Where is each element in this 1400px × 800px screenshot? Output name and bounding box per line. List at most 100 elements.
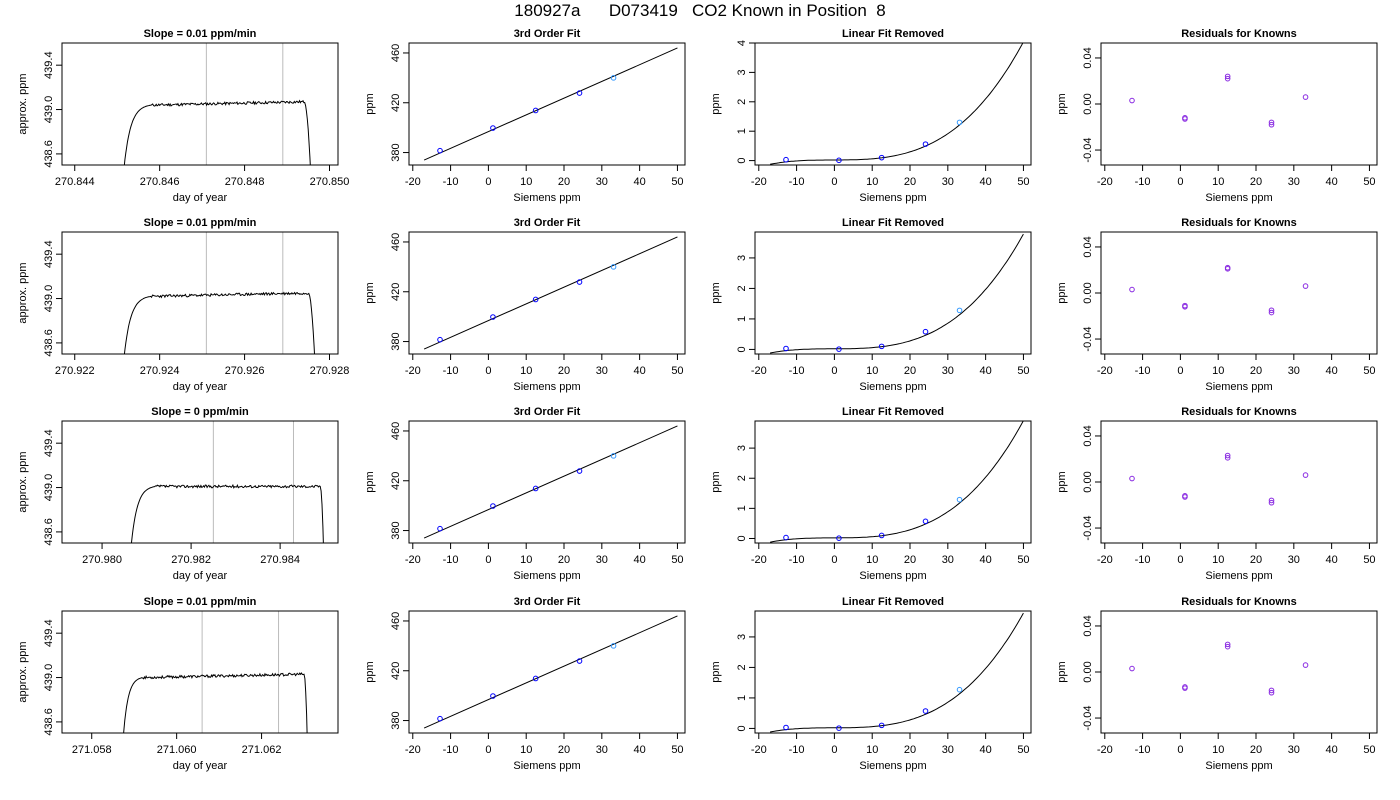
x-axis-label: Siemens ppm xyxy=(1205,570,1272,582)
y-axis-label: ppm xyxy=(710,471,722,492)
y-tick-label: 439.0 xyxy=(43,96,55,124)
y-tick-label: 380 xyxy=(390,711,402,729)
x-tick-label: 50 xyxy=(1017,744,1029,756)
y-tick-label: 438.6 xyxy=(43,708,55,736)
x-tick-label: 40 xyxy=(634,554,646,566)
x-tick-label: 10 xyxy=(866,365,878,377)
x-tick-label: 270.922 xyxy=(55,365,95,377)
y-tick-label: 0.04 xyxy=(1082,615,1094,636)
data-point xyxy=(956,119,963,126)
concentration-trace xyxy=(123,291,315,354)
x-tick-label: 270.982 xyxy=(171,554,211,566)
data-point xyxy=(783,156,789,163)
x-tick-label: -20 xyxy=(751,554,767,566)
x-tick-label: -20 xyxy=(405,176,421,188)
data-point xyxy=(490,125,496,131)
panel-title: Slope = 0.01 ppm/min xyxy=(144,596,257,608)
data-point xyxy=(610,643,617,649)
plot-area xyxy=(123,611,308,733)
data-point xyxy=(878,722,885,729)
plot-frame xyxy=(408,610,686,734)
y-tick-label: 1 xyxy=(736,695,748,701)
x-tick-label: -20 xyxy=(751,176,767,188)
panel-r2-timeseries: Slope = 0.01 ppm/min 270.922 270.924 270.92… xyxy=(17,217,349,393)
y-tick-label: 460 xyxy=(390,612,402,630)
x-tick-label: 30 xyxy=(942,365,954,377)
x-tick-label: 40 xyxy=(980,744,992,756)
x-axis-label: Siemens ppm xyxy=(1205,192,1272,204)
x-tick-label: 0 xyxy=(831,176,837,188)
y-tick-label: 420 xyxy=(390,94,402,112)
x-tick-label: 0 xyxy=(1177,176,1183,188)
x-tick-label: -20 xyxy=(751,365,767,377)
y-tick-label: 438.6 xyxy=(43,518,55,546)
x-tick-label: -10 xyxy=(789,554,805,566)
data-point xyxy=(1224,73,1231,80)
panel-title: Residuals for Knowns xyxy=(1181,28,1297,40)
x-axis-label: Siemens ppm xyxy=(859,760,926,772)
panel-title: Linear Fit Removed xyxy=(842,28,944,40)
data-point xyxy=(1224,75,1231,82)
x-tick-label: 10 xyxy=(866,554,878,566)
panel-r1-linfit: Linear Fit Removed -20 -10 0 10 20 30 40 50 0 1 2 3 4… xyxy=(710,28,1032,204)
data-point xyxy=(1224,643,1231,650)
x-tick-label: 50 xyxy=(1363,744,1375,756)
run-id: 180927a xyxy=(514,1,581,20)
panel-r3-timeseries: Slope = 0 ppm/min 270.980 270.982 270.984 43… xyxy=(17,406,339,582)
panel-title: Slope = 0.01 ppm/min xyxy=(144,217,257,229)
residual-curve xyxy=(770,233,1024,354)
y-tick-label: 420 xyxy=(390,283,402,301)
x-tick-label: 0 xyxy=(485,554,491,566)
y-tick-label: 460 xyxy=(390,422,402,440)
plot-frame xyxy=(754,420,1032,544)
x-axis-label: Siemens ppm xyxy=(859,570,926,582)
plot-frame xyxy=(61,610,339,734)
data-point xyxy=(922,518,929,525)
y-tick-label: 2 xyxy=(736,99,748,105)
y-axis-label: ppm xyxy=(364,93,376,114)
y-tick-label: 0.00 xyxy=(1082,93,1094,114)
panel-r4-resid: Residuals for Knowns -20 -10 0 10 20 30 40 50 -0.… xyxy=(1056,596,1378,772)
panel-title: Slope = 0.01 ppm/min xyxy=(144,28,257,40)
panel-r4-linfit: Linear Fit Removed -20 -10 0 10 20 30 40 50 0 1 2 3 S… xyxy=(710,596,1032,772)
data-point xyxy=(1129,475,1135,482)
y-axis-label: ppm xyxy=(1056,282,1068,303)
plot-frame xyxy=(1100,231,1378,355)
y-tick-label: 0.00 xyxy=(1082,471,1094,492)
fit-curve xyxy=(423,236,678,350)
data-point xyxy=(956,686,963,693)
plot-area xyxy=(1129,73,1309,128)
y-axis-label: ppm xyxy=(710,282,722,303)
y-tick-label: 3 xyxy=(736,255,748,261)
x-axis-label: Siemens ppm xyxy=(859,381,926,393)
panel-r2-resid: Residuals for Knowns -20 -10 0 10 20 30 40 50 -0.… xyxy=(1056,217,1378,393)
x-tick-label: 30 xyxy=(1288,554,1300,566)
x-tick-label: 30 xyxy=(1288,365,1300,377)
x-tick-label: -20 xyxy=(1097,554,1113,566)
plot-area xyxy=(123,43,311,165)
x-tick-label: -20 xyxy=(1097,365,1113,377)
plot-frame xyxy=(61,231,339,355)
plot-area xyxy=(1129,452,1309,506)
x-tick-label: 30 xyxy=(596,176,608,188)
x-tick-label: 20 xyxy=(1250,176,1262,188)
x-tick-label: 10 xyxy=(1212,554,1224,566)
data-point xyxy=(836,725,842,731)
data-point xyxy=(1268,687,1275,694)
plot-area xyxy=(770,421,1024,543)
y-tick-label: 0 xyxy=(736,158,748,164)
x-tick-label: -10 xyxy=(1135,744,1151,756)
x-axis-label: Siemens ppm xyxy=(513,760,580,772)
x-tick-label: 0 xyxy=(831,365,837,377)
y-tick-label: 380 xyxy=(390,521,402,539)
x-tick-label: 50 xyxy=(1017,365,1029,377)
x-tick-label: 30 xyxy=(942,176,954,188)
x-tick-label: 20 xyxy=(904,554,916,566)
y-tick-label: 439.0 xyxy=(43,285,55,313)
y-tick-label: 460 xyxy=(390,44,402,62)
x-tick-label: 20 xyxy=(1250,744,1262,756)
y-tick-label: 3 xyxy=(736,634,748,640)
data-point xyxy=(610,75,617,81)
y-axis-label: ppm xyxy=(364,282,376,303)
panel-title: 3rd Order Fit xyxy=(514,217,581,229)
